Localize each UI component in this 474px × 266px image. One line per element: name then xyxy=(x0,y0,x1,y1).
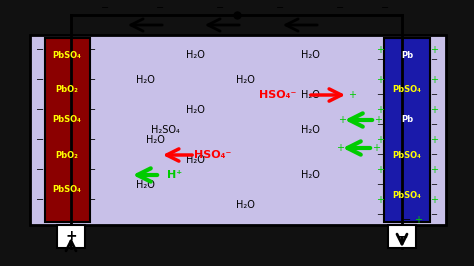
Text: H₂O: H₂O xyxy=(136,180,155,190)
Text: −: − xyxy=(376,56,383,64)
Text: H₂O: H₂O xyxy=(185,155,204,165)
Text: H₂SO₄: H₂SO₄ xyxy=(151,125,180,135)
Bar xyxy=(30,35,446,225)
Text: H₂O: H₂O xyxy=(185,50,204,60)
Text: PbSO₄: PbSO₄ xyxy=(392,190,421,200)
Text: HSO₄⁻: HSO₄⁻ xyxy=(259,90,297,100)
Text: +: + xyxy=(348,90,356,100)
Text: HSO₄⁻: HSO₄⁻ xyxy=(194,150,232,160)
Text: −: − xyxy=(101,3,109,13)
Text: PbO₂: PbO₂ xyxy=(55,85,78,94)
Text: +: + xyxy=(376,75,384,85)
Text: H⁺: H⁺ xyxy=(167,170,182,180)
Text: PbSO₄: PbSO₄ xyxy=(53,51,82,60)
Text: H₂O: H₂O xyxy=(185,105,204,115)
Text: −: − xyxy=(276,3,284,13)
Text: −: − xyxy=(88,45,96,55)
Text: −: − xyxy=(88,165,96,175)
Text: −: − xyxy=(376,90,383,99)
Text: −: − xyxy=(376,120,383,130)
Text: +: + xyxy=(430,135,438,145)
Text: H₂O: H₂O xyxy=(301,50,319,60)
Text: H₂O: H₂O xyxy=(136,75,155,85)
Text: −: − xyxy=(216,3,224,13)
Text: −: − xyxy=(88,195,96,205)
Text: −: − xyxy=(36,75,44,85)
Text: H₂O: H₂O xyxy=(301,170,319,180)
Text: +: + xyxy=(430,105,438,115)
Text: −: − xyxy=(36,165,44,175)
Text: +: + xyxy=(430,165,438,175)
Text: +: + xyxy=(374,115,382,125)
Text: +: + xyxy=(430,45,438,55)
Text: H₂O: H₂O xyxy=(301,90,319,100)
Text: +: + xyxy=(338,115,346,125)
Text: Pb: Pb xyxy=(401,115,413,124)
Text: −: − xyxy=(36,135,44,145)
Text: PbSO₄: PbSO₄ xyxy=(392,85,421,94)
Bar xyxy=(45,38,90,222)
Text: −: − xyxy=(430,120,438,130)
Text: +: + xyxy=(376,45,384,55)
Text: +: + xyxy=(336,143,344,153)
Text: −: − xyxy=(156,3,164,13)
Text: −: − xyxy=(430,181,438,189)
Text: −: − xyxy=(36,195,44,205)
Text: Pb: Pb xyxy=(401,51,413,60)
Text: −: − xyxy=(376,210,383,219)
Text: −: − xyxy=(396,229,408,243)
Text: PbSO₄: PbSO₄ xyxy=(53,115,82,124)
Text: −: − xyxy=(36,45,44,55)
Bar xyxy=(384,38,430,222)
Text: −: − xyxy=(376,151,383,160)
Text: +: + xyxy=(430,195,438,205)
Text: −: − xyxy=(88,75,96,85)
Text: PbO₂: PbO₂ xyxy=(55,151,78,160)
Text: H₂O: H₂O xyxy=(236,200,255,210)
Text: −: − xyxy=(430,151,438,160)
Text: +: + xyxy=(65,229,77,243)
Text: H₂O: H₂O xyxy=(146,135,164,145)
Text: H₂O: H₂O xyxy=(236,75,255,85)
Text: −: − xyxy=(430,56,438,64)
Bar xyxy=(388,225,416,248)
Text: +: + xyxy=(430,75,438,85)
Text: +: + xyxy=(376,195,384,205)
Bar xyxy=(57,225,85,248)
Text: +: + xyxy=(376,165,384,175)
Text: −: − xyxy=(381,3,389,13)
Text: −: − xyxy=(403,215,411,225)
Text: +: + xyxy=(372,143,380,153)
Text: +: + xyxy=(376,135,384,145)
Text: +: + xyxy=(414,215,422,225)
Text: −: − xyxy=(36,105,44,115)
Text: PbSO₄: PbSO₄ xyxy=(392,151,421,160)
Text: PbSO₄: PbSO₄ xyxy=(53,185,82,194)
Text: −: − xyxy=(88,105,96,115)
Text: −: − xyxy=(430,90,438,99)
Text: −: − xyxy=(430,210,438,219)
Text: −: − xyxy=(376,181,383,189)
Text: −: − xyxy=(88,135,96,145)
Text: H₂O: H₂O xyxy=(301,125,319,135)
Text: +: + xyxy=(376,105,384,115)
Text: −: − xyxy=(336,3,344,13)
